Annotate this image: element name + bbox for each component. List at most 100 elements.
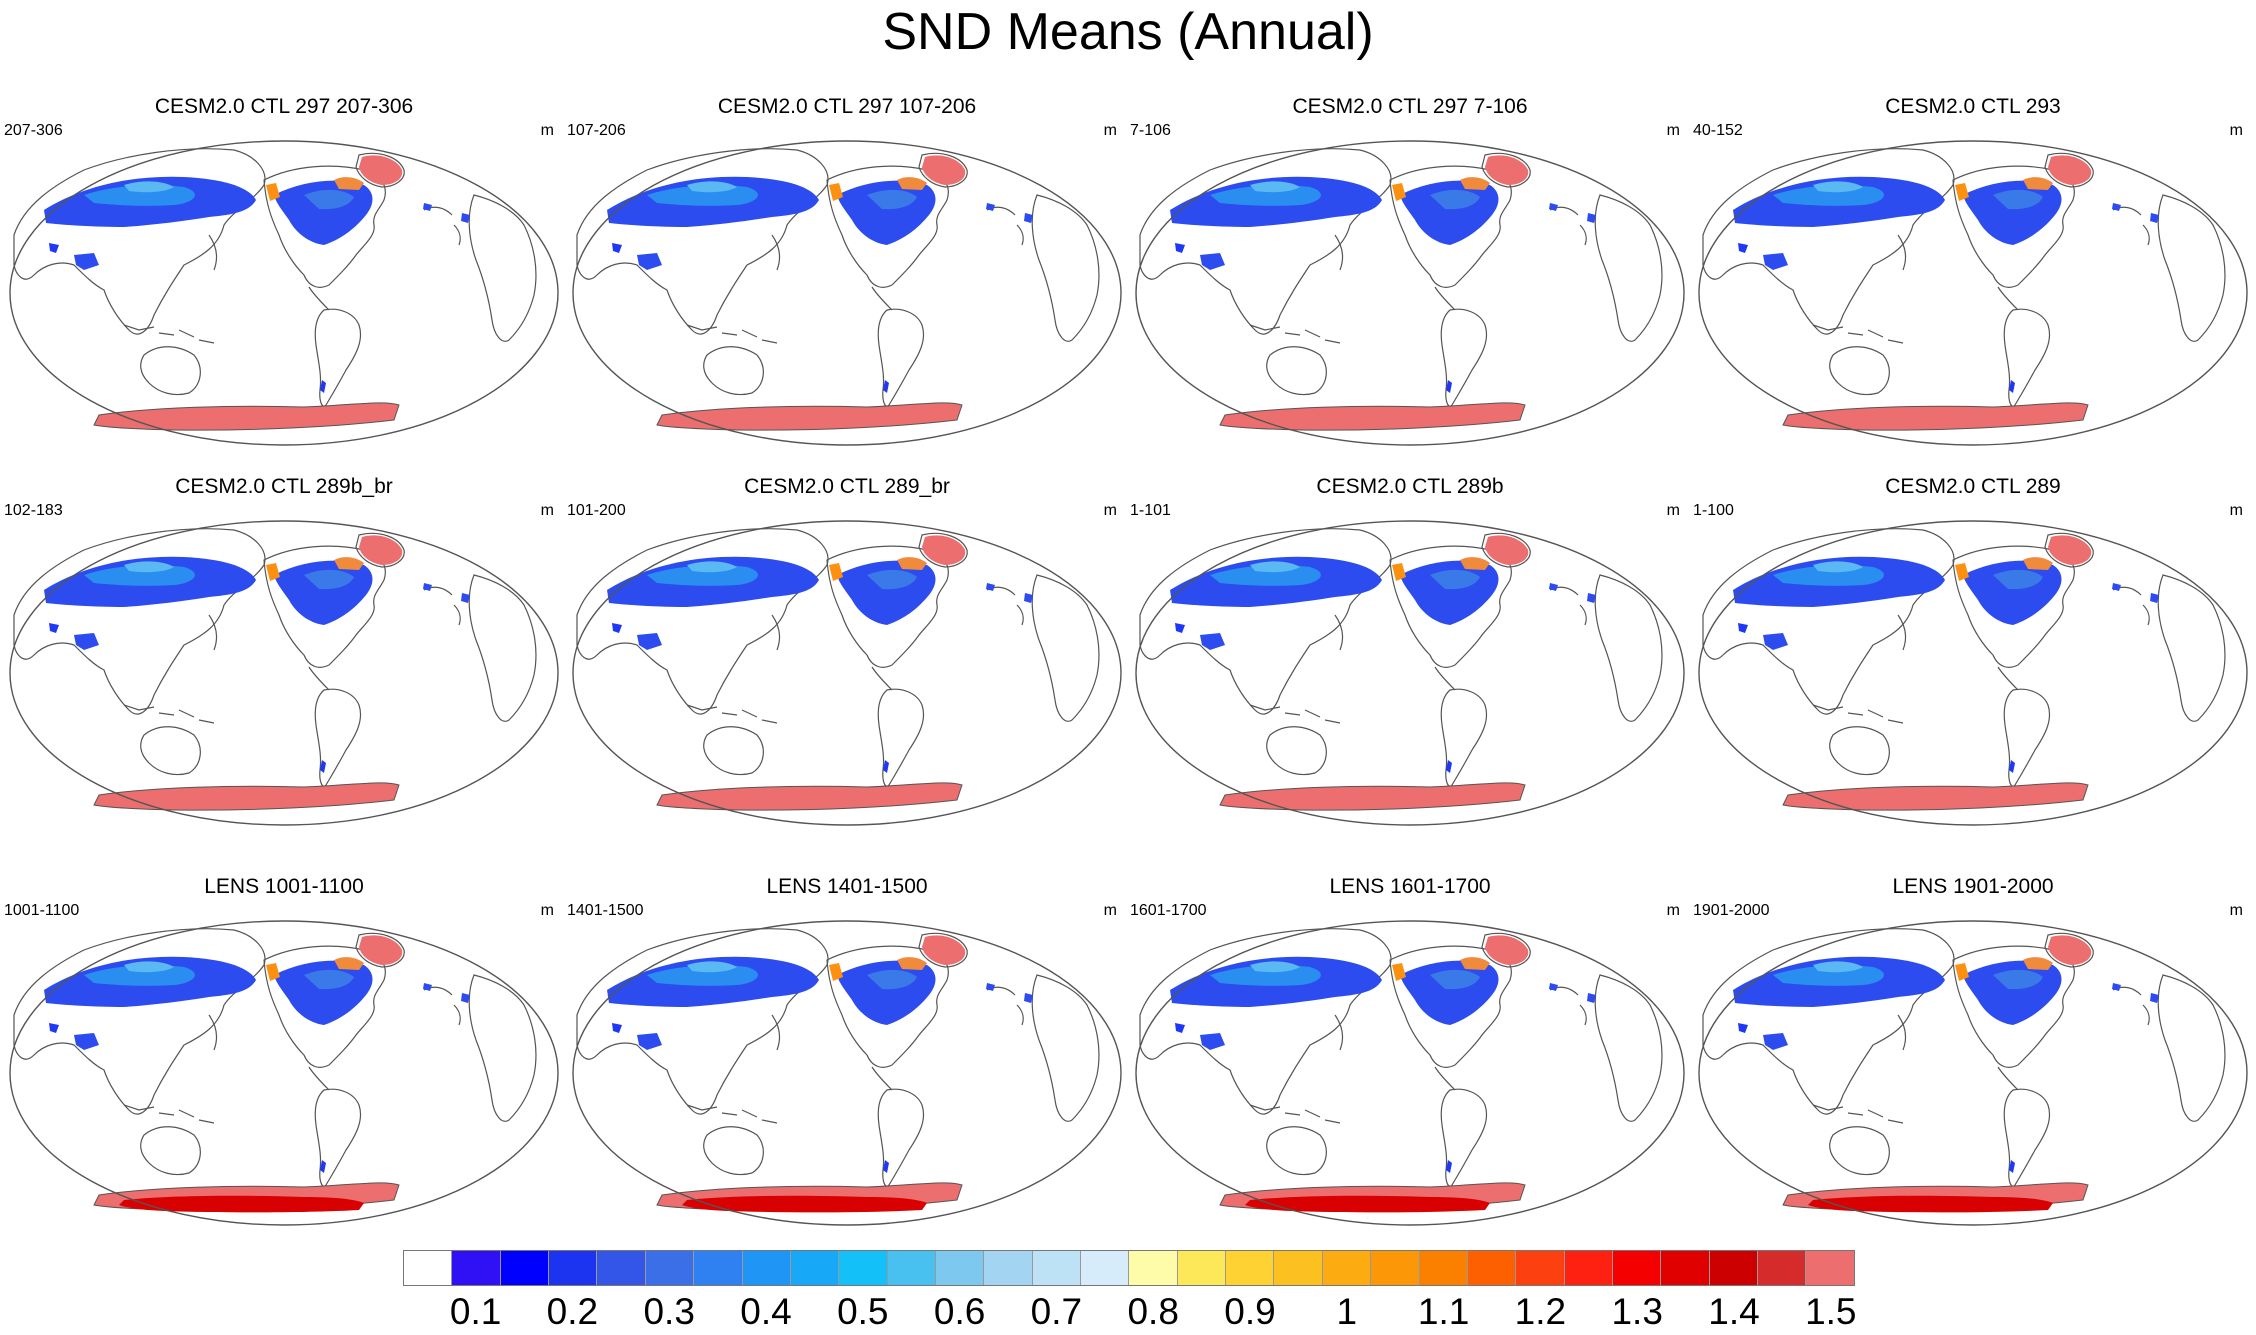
colorbar-swatch — [1708, 1251, 1758, 1285]
map-area — [9, 520, 559, 826]
figure-title: SND Means (Annual) — [882, 3, 1374, 61]
panel-period: 1901-2000 — [1693, 902, 1770, 919]
colorbar-swatch — [1321, 1251, 1371, 1285]
map-area — [572, 520, 1122, 826]
colorbar-label: 0.5 — [837, 1291, 889, 1332]
map-area — [1135, 140, 1685, 446]
panel-period: 1-100 — [1693, 502, 1734, 519]
colorbar-swatch — [693, 1251, 742, 1285]
colorbar-swatch — [596, 1251, 645, 1285]
colorbar-swatch — [838, 1251, 887, 1285]
colorbar-swatch — [1080, 1251, 1129, 1285]
colorbar-swatch — [451, 1251, 500, 1285]
panel-title: CESM2.0 CTL 289_br — [744, 475, 950, 498]
colorbar-label: 0.2 — [546, 1291, 599, 1332]
panel-units: m — [540, 902, 554, 919]
panel-title: LENS 1001-1100 — [204, 875, 364, 898]
panel-units: m — [1103, 122, 1117, 139]
map-panel: LENS 1401-1500 1401-1500 m — [567, 875, 1127, 1235]
map-panel: CESM2.0 CTL 297 7-106 7-106 m — [1130, 95, 1690, 455]
colorbar-labels: 0.1 0.2 0.3 0.4 0.5 0.6 0.7 0.8 0.9 1 1.1 1.2 1.3 1.4… — [0, 1291, 2256, 1335]
panel-title: CESM2.0 CTL 297 207-306 — [154, 95, 414, 118]
colorbar-swatch — [1611, 1251, 1661, 1285]
colorbar-swatch — [789, 1251, 839, 1285]
colorbar-swatch — [1563, 1251, 1612, 1285]
panel-title: CESM2.0 CTL 297 7-106 — [1292, 95, 1528, 118]
panel-title: CESM2.0 CTL 289 — [1885, 475, 2061, 498]
panel-units: m — [1666, 502, 1680, 519]
map-panel: CESM2.0 CTL 289b 1-101 m — [1130, 475, 1690, 835]
colorbar-label: 0.6 — [933, 1291, 986, 1332]
panel-units: m — [540, 122, 554, 139]
colorbar-label: 0.4 — [740, 1291, 792, 1332]
map-panel: LENS 1601-1700 1601-1700 m — [1130, 875, 1690, 1235]
panel-period: 1601-1700 — [1130, 902, 1207, 919]
colorbar-label: 1.2 — [1514, 1291, 1567, 1332]
panel-period: 1001-1100 — [4, 902, 80, 919]
colorbar-label: 1.3 — [1611, 1291, 1663, 1332]
panel-units: m — [1103, 502, 1117, 519]
panel-period: 207-306 — [4, 122, 63, 139]
map-panel: CESM2.0 CTL 289 1-100 m — [1693, 475, 2253, 835]
panel-units: m — [2229, 902, 2243, 919]
colorbar-label: 0.8 — [1127, 1291, 1179, 1332]
colorbar-swatch — [741, 1251, 790, 1285]
map-panel: LENS 1001-1100 1001-1100 m — [4, 875, 564, 1235]
panel-period: 7-106 — [1130, 122, 1171, 139]
colorbar-swatch — [934, 1251, 984, 1285]
map-area — [9, 920, 559, 1226]
panel-title: CESM2.0 CTL 289b_br — [175, 475, 393, 498]
map-panel: LENS 1901-2000 1901-2000 m — [1693, 875, 2253, 1235]
colorbar-label: 1.4 — [1708, 1291, 1760, 1332]
colorbar-swatch — [644, 1251, 694, 1285]
colorbar-swatch — [404, 1251, 452, 1285]
colorbar-swatch — [1176, 1251, 1226, 1285]
map-panel: CESM2.0 CTL 289_br 101-200 m — [567, 475, 1127, 835]
map-panel: CESM2.0 CTL 293 40-152 m — [1693, 95, 2253, 455]
colorbar-label: 1.5 — [1805, 1291, 1857, 1332]
panel-title: CESM2.0 CTL 289b — [1316, 475, 1504, 498]
panel-period: 102-183 — [4, 502, 63, 519]
colorbar-swatch — [1370, 1251, 1419, 1285]
panel-period: 107-206 — [567, 122, 626, 139]
colorbar-swatch — [1418, 1251, 1467, 1285]
panel-units: m — [540, 502, 554, 519]
colorbar-swatch — [1031, 1251, 1081, 1285]
colorbar-label: 0.3 — [643, 1291, 695, 1332]
panel-units: m — [2229, 122, 2243, 139]
colorbar-swatch — [1515, 1251, 1564, 1285]
panel-period: 1-101 — [1130, 502, 1171, 519]
colorbar-label: 0.9 — [1224, 1291, 1276, 1332]
map-area — [1698, 140, 2248, 446]
colorbar — [403, 1250, 1855, 1286]
map-panel: CESM2.0 CTL 289b_br 102-183 m — [4, 475, 564, 835]
map-area — [1135, 520, 1685, 826]
panel-title: LENS 1401-1500 — [766, 875, 928, 898]
panel-title: CESM2.0 CTL 293 — [1885, 95, 2061, 118]
colorbar-swatch — [1273, 1251, 1322, 1285]
colorbar-swatch — [548, 1251, 597, 1285]
map-panel: CESM2.0 CTL 297 207-306 207-306 m — [4, 95, 564, 455]
panel-period: 101-200 — [567, 502, 626, 519]
colorbar-swatch — [983, 1251, 1032, 1285]
panel-units: m — [1666, 902, 1680, 919]
colorbar-label: 0.1 — [449, 1291, 502, 1332]
map-area — [1698, 520, 2248, 826]
panel-period: 40-152 — [1693, 122, 1743, 139]
map-area — [572, 920, 1122, 1226]
colorbar-label: 1.1 — [1417, 1291, 1470, 1332]
colorbar-swatch — [1225, 1251, 1274, 1285]
colorbar-label: 1 — [1336, 1291, 1358, 1332]
colorbar-swatch — [499, 1251, 549, 1285]
panel-title: LENS 1901-2000 — [1892, 875, 2054, 898]
panel-title: LENS 1601-1700 — [1329, 875, 1491, 898]
panel-period: 1401-1500 — [567, 902, 644, 919]
colorbar-swatch — [1466, 1251, 1516, 1285]
panel-units: m — [1666, 122, 1680, 139]
panel-units: m — [1103, 902, 1117, 919]
colorbar-swatch — [1805, 1251, 1854, 1285]
colorbar-swatch — [1660, 1251, 1709, 1285]
panel-title: CESM2.0 CTL 297 107-206 — [717, 95, 977, 118]
colorbar-swatch — [1757, 1251, 1806, 1285]
map-area — [572, 140, 1122, 446]
